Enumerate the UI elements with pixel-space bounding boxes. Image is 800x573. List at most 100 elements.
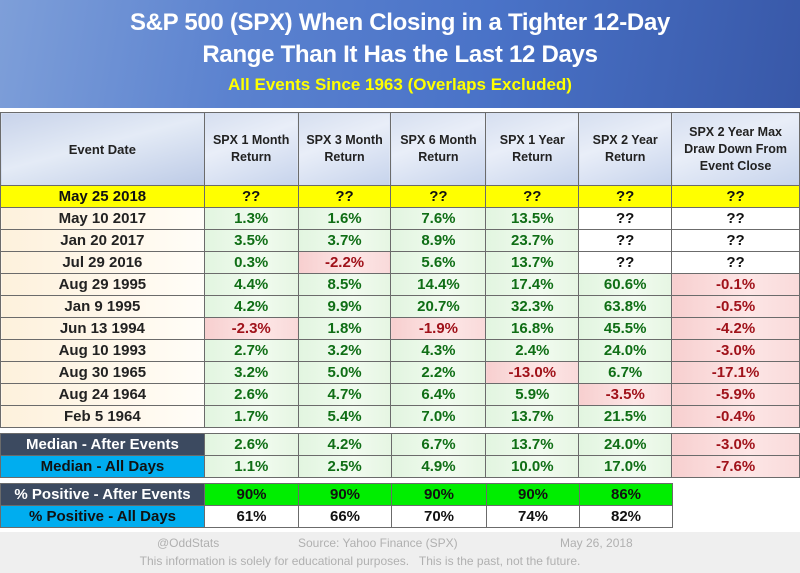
current-event-row: May 25 2018???????????? (0, 185, 800, 208)
header-row: Event Date SPX 1 Month Return SPX 3 Mont… (0, 112, 800, 186)
median-value-cell: 2.5% (297, 455, 392, 478)
median-value-cell: 13.7% (485, 433, 580, 456)
median-value-cell: 4.9% (390, 455, 487, 478)
event-date-cell: Jan 20 2017 (0, 229, 205, 252)
return-cell: 63.8% (578, 295, 673, 318)
percent-positive-cell: 61% (204, 505, 299, 528)
return-cell: 6.4% (390, 383, 487, 406)
return-cell: 1.3% (203, 207, 299, 230)
return-cell: 3.7% (297, 229, 392, 252)
percent-positive-cell: 66% (298, 505, 392, 528)
subtitle: All Events Since 1963 (Overlaps Excluded… (228, 75, 572, 94)
percent-positive-cell: 90% (204, 483, 299, 506)
return-cell: ?? (671, 251, 800, 274)
event-date-cell: May 25 2018 (0, 185, 205, 208)
median-value-cell: 10.0% (485, 455, 580, 478)
event-date-cell: May 10 2017 (0, 207, 205, 230)
header-event-date: Event Date (0, 112, 205, 186)
median-value-cell: -3.0% (671, 433, 800, 456)
return-cell: 5.4% (297, 405, 392, 428)
return-cell: 2.4% (485, 339, 580, 362)
title-banner: S&P 500 (SPX) When Closing in a Tighter … (0, 0, 800, 108)
event-row: Feb 5 1964 1.7% 5.4% 7.0% 13.7% 21.5% -0.4% (0, 405, 800, 428)
percent-positive-cell: 82% (579, 505, 673, 528)
footer-disclaimer: This information is solely for education… (139, 554, 581, 568)
return-cell: -2.3% (203, 317, 299, 340)
footer-date: May 26, 2018 (560, 536, 633, 550)
percent-positive-cell: 74% (486, 505, 580, 528)
return-cell: 3.2% (297, 339, 392, 362)
return-cell: 4.7% (297, 383, 392, 406)
return-cell: 8.9% (390, 229, 487, 252)
return-cell: 0.3% (203, 251, 299, 274)
header-2y-return: SPX 2 Year Return (578, 112, 673, 186)
event-row: Aug 24 1964 2.6% 4.7% 6.4% 5.9% -3.5% -5.9% (0, 383, 800, 406)
event-row: Jul 29 2016 0.3% -2.2% 5.6% 13.7%???? (0, 251, 800, 274)
return-cell: ?? (297, 185, 392, 208)
median-value-cell: -7.6% (671, 455, 800, 478)
percent-positive-cell: 90% (486, 483, 580, 506)
percent-positive-row: % Positive - After Events 90% 90% 90% 90% 86% (0, 483, 673, 506)
return-cell: -5.9% (671, 383, 800, 406)
event-date-cell: Aug 30 1965 (0, 361, 205, 384)
event-row: Jun 13 1994 -2.3% 1.8% -1.9% 16.8% 45.5% -4.2% (0, 317, 800, 340)
event-row: Jan 20 2017 3.5% 3.7% 8.9% 23.7%???? (0, 229, 800, 252)
event-date-cell: Jul 29 2016 (0, 251, 205, 274)
median-value-cell: 4.2% (297, 433, 392, 456)
event-row: Aug 29 1995 4.4% 8.5% 14.4% 17.4% 60.6% -0.1% (0, 273, 800, 296)
return-cell: 20.7% (390, 295, 487, 318)
return-cell: 24.0% (578, 339, 673, 362)
header-1m-return: SPX 1 Month Return (203, 112, 299, 186)
return-cell: ?? (578, 229, 673, 252)
event-date-cell: Feb 5 1964 (0, 405, 205, 428)
return-cell: -1.9% (390, 317, 487, 340)
return-cell: 4.3% (390, 339, 487, 362)
return-cell: ?? (578, 207, 673, 230)
event-date-cell: Aug 29 1995 (0, 273, 205, 296)
return-cell: 2.2% (390, 361, 487, 384)
return-cell: 16.8% (485, 317, 580, 340)
percent-positive-row: % Positive - All Days 61% 66% 70% 74% 82% (0, 505, 673, 528)
percent-positive-cell: 86% (579, 483, 673, 506)
return-cell: 32.3% (485, 295, 580, 318)
return-cell: 14.4% (390, 273, 487, 296)
return-cell: 2.7% (203, 339, 299, 362)
return-cell: 13.7% (485, 251, 580, 274)
return-cell: 4.2% (203, 295, 299, 318)
events-table: Event Date SPX 1 Month Return SPX 3 Mont… (0, 112, 800, 428)
return-cell: 1.8% (297, 317, 392, 340)
return-cell: -3.5% (578, 383, 673, 406)
return-cell: 7.6% (390, 207, 487, 230)
return-cell: 8.5% (297, 273, 392, 296)
event-row: May 10 2017 1.3% 1.6% 7.6% 13.5%???? (0, 207, 800, 230)
median-value-cell: 6.7% (390, 433, 487, 456)
divider (0, 108, 800, 112)
return-cell: -3.0% (671, 339, 800, 362)
return-cell: ?? (671, 185, 800, 208)
event-row: Jan 9 1995 4.2% 9.9% 20.7% 32.3% 63.8% -0.5% (0, 295, 800, 318)
percent-positive-cell: 90% (391, 483, 487, 506)
return-cell: 21.5% (578, 405, 673, 428)
return-cell: -4.2% (671, 317, 800, 340)
return-cell: 13.5% (485, 207, 580, 230)
return-cell: 45.5% (578, 317, 673, 340)
event-row: Aug 30 1965 3.2% 5.0% 2.2% -13.0% 6.7% -17.1% (0, 361, 800, 384)
return-cell: 5.0% (297, 361, 392, 384)
median-value-cell: 17.0% (578, 455, 673, 478)
return-cell: 17.4% (485, 273, 580, 296)
event-date-cell: Aug 24 1964 (0, 383, 205, 406)
return-cell: 1.6% (297, 207, 392, 230)
median-table: Median - After Events 2.6% 4.2% 6.7% 13.7% 24… (0, 433, 800, 478)
return-cell: 7.0% (390, 405, 487, 428)
event-date-cell: Aug 10 1993 (0, 339, 205, 362)
return-cell: 23.7% (485, 229, 580, 252)
footer-source: Source: Yahoo Finance (SPX) (298, 536, 458, 550)
return-cell: 4.4% (203, 273, 299, 296)
return-cell: 13.7% (485, 405, 580, 428)
footer: @OddStats Source: Yahoo Finance (SPX) Ma… (0, 532, 800, 573)
median-label: Median - After Events (0, 433, 205, 456)
event-date-cell: Jan 9 1995 (0, 295, 205, 318)
return-cell: 60.6% (578, 273, 673, 296)
return-cell: -13.0% (485, 361, 580, 384)
percent-positive-cell: 70% (391, 505, 487, 528)
